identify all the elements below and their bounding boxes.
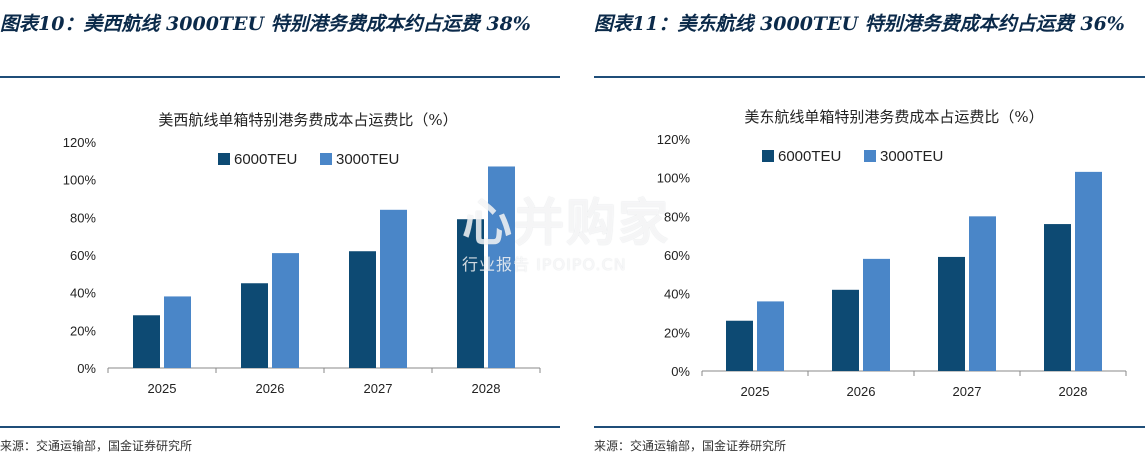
bar-3000teu-2027 (969, 216, 996, 371)
legend-label: 6000TEU (778, 148, 841, 165)
legend-swatch-6000teu (762, 150, 774, 162)
y-tick-label: 100% (63, 173, 97, 188)
y-tick-label: 120% (657, 132, 691, 147)
x-tick-label: 2028 (1059, 384, 1088, 399)
bar-3000teu-2026 (272, 253, 299, 368)
legend-label: 3000TEU (880, 148, 943, 165)
legend-swatch-6000teu (218, 153, 230, 165)
x-tick-label: 2027 (953, 384, 982, 399)
bar-3000teu-2025 (757, 301, 784, 371)
top-rule (0, 76, 560, 78)
bar-6000teu-2028 (1044, 224, 1071, 371)
y-tick-label: 80% (70, 210, 96, 225)
x-tick-label: 2025 (148, 381, 177, 396)
figure-title: 图表11：美东航线 3000TEU 特别港务费成本约占运费 36% (594, 13, 1125, 35)
legend-label: 6000TEU (234, 151, 297, 168)
y-tick-label: 40% (664, 287, 690, 302)
y-tick-label: 40% (70, 286, 96, 301)
y-tick-label: 100% (657, 171, 691, 186)
bar-chart-us-west: 美西航线单箱特别港务费成本占运费比（%） 0% 20% 40% 60% 80% 100% 12… (63, 111, 541, 396)
bar-6000teu-2026 (832, 289, 859, 371)
y-tick-label: 120% (63, 135, 97, 150)
bar-3000teu-2025 (164, 296, 191, 368)
bar-6000teu-2027 (349, 251, 376, 368)
bar-6000teu-2027 (938, 256, 965, 371)
bar-3000teu-2027 (380, 209, 407, 368)
bar-chart-us-east: 美东航线单箱特别港务费成本占运费比（%） 0% 20% 40% 60% 80% 100% 12… (657, 108, 1127, 399)
bar-6000teu-2026 (241, 283, 268, 368)
y-tick-label: 80% (664, 209, 690, 224)
bar-6000teu-2025 (133, 315, 160, 368)
y-tick-label: 0% (671, 364, 690, 379)
bar-3000teu-2028 (488, 166, 515, 368)
x-tick-label: 2027 (364, 381, 393, 396)
figure-title: 图表10：美西航线 3000TEU 特别港务费成本约占运费 38% (0, 13, 531, 35)
bar-6000teu-2028 (457, 219, 484, 368)
bottom-rule (594, 426, 1145, 428)
x-tick-label: 2026 (847, 384, 876, 399)
x-tick-label: 2025 (741, 384, 770, 399)
x-tick-label: 2028 (472, 381, 501, 396)
y-tick-label: 0% (77, 361, 96, 376)
bar-6000teu-2025 (726, 320, 753, 371)
source-note: 来源：交通运输部，国金证券研究所 (594, 439, 787, 453)
y-tick-label: 60% (664, 248, 690, 263)
chart-title: 美东航线单箱特别港务费成本占运费比（%） (744, 108, 1043, 126)
y-tick-label: 20% (664, 325, 690, 340)
x-tick-label: 2026 (256, 381, 285, 396)
top-rule (594, 76, 1145, 78)
y-tick-label: 20% (70, 323, 96, 338)
legend-swatch-3000teu (320, 153, 332, 165)
legend-swatch-3000teu (864, 150, 876, 162)
source-note: 来源：交通运输部，国金证券研究所 (0, 439, 193, 453)
bottom-rule (0, 426, 560, 428)
bar-3000teu-2028 (1075, 171, 1102, 371)
bar-3000teu-2026 (863, 258, 890, 371)
legend-label: 3000TEU (336, 151, 399, 168)
y-tick-label: 60% (70, 248, 96, 263)
chart-title: 美西航线单箱特别港务费成本占运费比（%） (158, 111, 457, 129)
